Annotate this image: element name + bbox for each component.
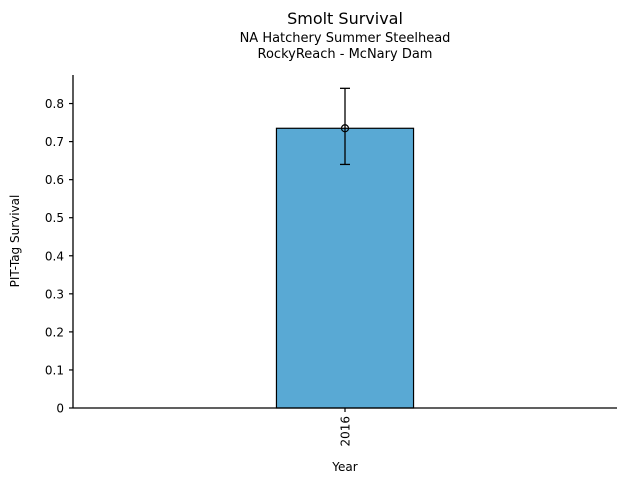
chart-subtitle-line1: NA Hatchery Summer Steelhead [239, 31, 451, 46]
x-axis-label: Year [332, 460, 358, 474]
chart-title: Smolt Survival [287, 9, 403, 28]
y-tick-label: 0.4 [45, 249, 64, 263]
y-tick-label: 0.6 [45, 173, 64, 187]
x-tick-label: 2016 [339, 416, 353, 447]
y-tick-label: 0.8 [45, 97, 64, 111]
mean-marker [340, 124, 350, 133]
y-tick-label: 0.2 [45, 325, 64, 339]
y-tick-label: 0.3 [45, 287, 64, 301]
y-tick-label: 0.7 [45, 135, 64, 149]
survival-bar [275, 127, 415, 409]
y-tick-label: 0.1 [45, 363, 64, 377]
y-tick-label: 0.5 [45, 211, 64, 225]
y-tick-label: 0 [56, 402, 64, 416]
chart-subtitle-line2: RockyReach - McNary Dam [257, 47, 433, 62]
